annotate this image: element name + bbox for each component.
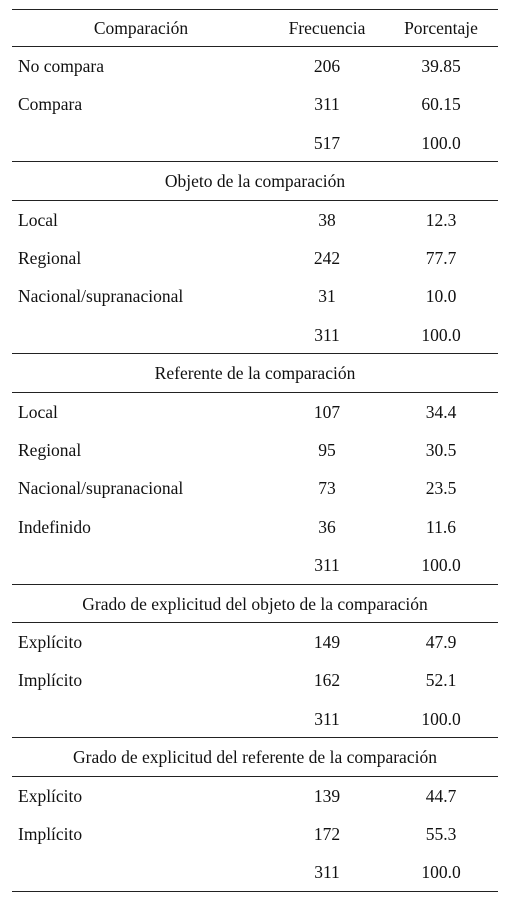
row-frequency: 149 <box>313 632 341 652</box>
header-porcentaje: Porcentaje <box>404 18 478 38</box>
row-label: No compara <box>18 56 105 76</box>
row-label: Explícito <box>18 632 83 652</box>
row-frequency: 73 <box>318 478 336 498</box>
row-label: Regional <box>18 248 82 268</box>
row-percentage: 77.7 <box>425 248 457 268</box>
row-label: Indefinido <box>18 517 91 537</box>
row-frequency: 242 <box>313 248 341 268</box>
section-rule <box>12 622 498 623</box>
header-comparacion: Comparación <box>93 18 189 38</box>
row-label: Nacional/supranacional <box>18 286 184 306</box>
section-rule <box>12 392 498 393</box>
section-title: Objeto de la comparación <box>164 171 346 191</box>
total-percentage: 100.0 <box>421 709 461 729</box>
total-frequency: 311 <box>314 709 340 729</box>
header-rule <box>12 46 498 47</box>
bottom-rule <box>12 891 498 892</box>
row-label: Local <box>18 210 58 230</box>
row-percentage: 44.7 <box>425 786 457 806</box>
row-frequency: 107 <box>313 402 341 422</box>
block-rule <box>12 737 498 738</box>
section-rule <box>12 200 498 201</box>
row-frequency: 139 <box>313 786 341 806</box>
row-label: Regional <box>18 440 82 460</box>
row-percentage: 39.85 <box>421 56 461 76</box>
row-percentage: 10.0 <box>425 286 457 306</box>
row-percentage: 34.4 <box>425 402 457 422</box>
row-label: Compara <box>18 94 83 114</box>
row-frequency: 311 <box>314 94 340 114</box>
total-percentage: 100.0 <box>421 325 461 345</box>
block-rule <box>12 353 498 354</box>
row-percentage: 60.15 <box>421 94 461 114</box>
row-percentage: 11.6 <box>426 517 456 537</box>
row-percentage: 30.5 <box>425 440 457 460</box>
row-frequency: 95 <box>318 440 336 460</box>
row-frequency: 36 <box>318 517 336 537</box>
row-percentage: 52.1 <box>425 670 457 690</box>
row-percentage: 55.3 <box>425 824 457 844</box>
total-frequency: 311 <box>314 325 340 345</box>
row-frequency: 38 <box>318 210 336 230</box>
row-label: Implícito <box>18 824 83 844</box>
block-rule <box>12 161 498 162</box>
row-percentage: 47.9 <box>425 632 457 652</box>
row-label: Local <box>18 402 58 422</box>
total-frequency: 311 <box>314 555 340 575</box>
total-percentage: 100.0 <box>421 862 461 882</box>
row-label: Explícito <box>18 786 83 806</box>
row-label: Implícito <box>18 670 83 690</box>
section-title: Grado de explicitud del objeto de la com… <box>82 594 428 614</box>
row-frequency: 31 <box>318 286 336 306</box>
total-frequency: 517 <box>313 133 341 153</box>
row-frequency: 172 <box>313 824 341 844</box>
section-title: Grado de explicitud del referente de la … <box>73 747 437 767</box>
top-rule <box>12 9 498 10</box>
total-percentage: 100.0 <box>421 133 461 153</box>
row-frequency: 162 <box>313 670 341 690</box>
total-percentage: 100.0 <box>421 555 461 575</box>
row-percentage: 23.5 <box>425 478 457 498</box>
header-frecuencia: Frecuencia <box>288 18 366 38</box>
block-rule <box>12 584 498 585</box>
row-percentage: 12.3 <box>425 210 457 230</box>
section-rule <box>12 776 498 777</box>
row-frequency: 206 <box>313 56 341 76</box>
total-frequency: 311 <box>314 862 340 882</box>
section-title: Referente de la comparación <box>154 363 356 383</box>
row-label: Nacional/supranacional <box>18 478 184 498</box>
